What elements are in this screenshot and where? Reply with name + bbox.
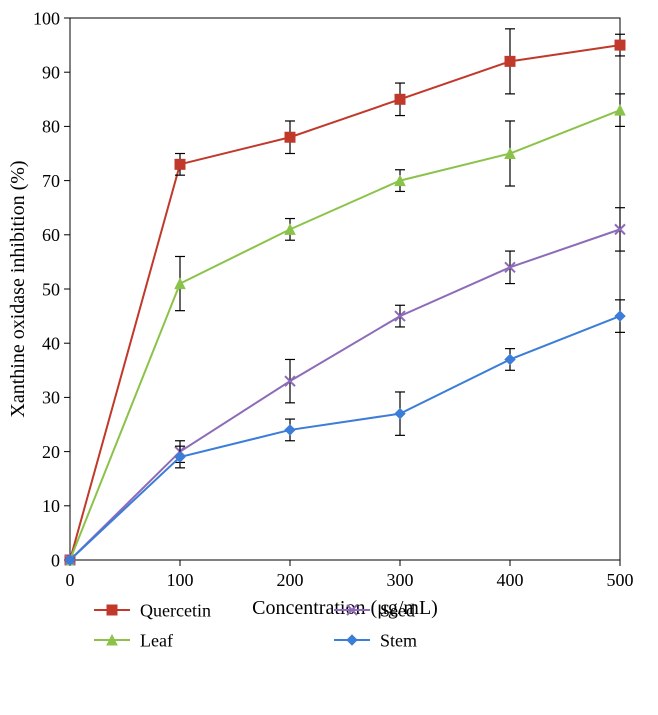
y-tick-label: 0 bbox=[51, 550, 60, 570]
y-tick-label: 80 bbox=[42, 117, 60, 137]
x-tick-label: 500 bbox=[607, 570, 634, 590]
x-tick-label: 200 bbox=[277, 570, 304, 590]
y-tick-label: 90 bbox=[42, 63, 60, 83]
x-tick-label: 300 bbox=[387, 570, 414, 590]
y-tick-label: 10 bbox=[42, 496, 60, 516]
y-tick-label: 40 bbox=[42, 334, 60, 354]
y-tick-label: 20 bbox=[42, 442, 60, 462]
legend-label-seed: Seed bbox=[380, 600, 415, 620]
legend-label-leaf: Leaf bbox=[140, 630, 173, 650]
legend-label-stem: Stem bbox=[380, 630, 417, 650]
x-tick-label: 400 bbox=[497, 570, 524, 590]
y-tick-label: 30 bbox=[42, 388, 60, 408]
chart-container: 0100200300400500Concentration (μg/mL)010… bbox=[0, 0, 658, 715]
y-tick-label: 70 bbox=[42, 171, 60, 191]
y-tick-label: 50 bbox=[42, 279, 60, 299]
y-tick-label: 100 bbox=[33, 8, 60, 28]
line-chart: 0100200300400500Concentration (μg/mL)010… bbox=[0, 0, 658, 715]
y-axis-title: Xanthine oxidase inhibition (%) bbox=[7, 160, 29, 417]
x-tick-label: 0 bbox=[66, 570, 75, 590]
x-tick-label: 100 bbox=[167, 570, 194, 590]
legend-label-quercetin: Quercetin bbox=[140, 600, 211, 620]
y-tick-label: 60 bbox=[42, 225, 60, 245]
